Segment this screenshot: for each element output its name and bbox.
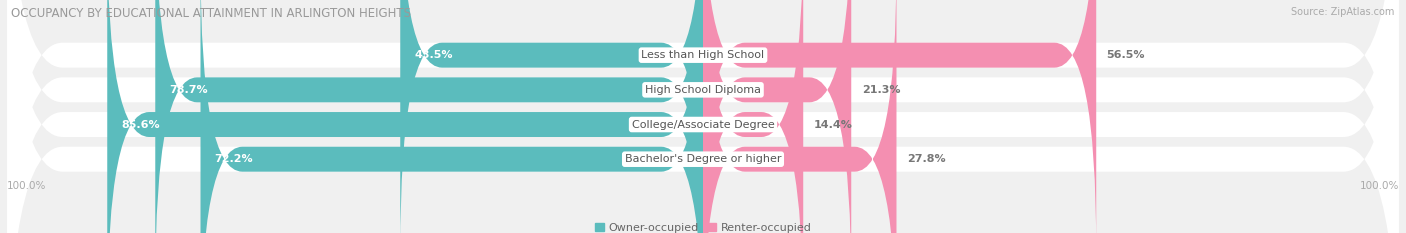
FancyBboxPatch shape: [703, 0, 851, 233]
FancyBboxPatch shape: [7, 0, 1399, 233]
Text: College/Associate Degree: College/Associate Degree: [631, 120, 775, 130]
Legend: Owner-occupied, Renter-occupied: Owner-occupied, Renter-occupied: [595, 223, 811, 233]
Text: High School Diploma: High School Diploma: [645, 85, 761, 95]
FancyBboxPatch shape: [703, 0, 803, 233]
Text: Bachelor's Degree or higher: Bachelor's Degree or higher: [624, 154, 782, 164]
Text: 14.4%: 14.4%: [814, 120, 852, 130]
Text: 78.7%: 78.7%: [169, 85, 208, 95]
FancyBboxPatch shape: [107, 0, 703, 233]
Text: OCCUPANCY BY EDUCATIONAL ATTAINMENT IN ARLINGTON HEIGHTS: OCCUPANCY BY EDUCATIONAL ATTAINMENT IN A…: [11, 7, 411, 20]
Text: 100.0%: 100.0%: [1360, 181, 1399, 191]
Text: 85.6%: 85.6%: [121, 120, 160, 130]
Text: 27.8%: 27.8%: [907, 154, 946, 164]
Text: 100.0%: 100.0%: [7, 181, 46, 191]
Text: Less than High School: Less than High School: [641, 50, 765, 60]
FancyBboxPatch shape: [201, 0, 703, 233]
Text: Source: ZipAtlas.com: Source: ZipAtlas.com: [1291, 7, 1395, 17]
Text: 56.5%: 56.5%: [1107, 50, 1144, 60]
FancyBboxPatch shape: [155, 0, 703, 233]
Text: 21.3%: 21.3%: [862, 85, 900, 95]
FancyBboxPatch shape: [7, 0, 1399, 233]
FancyBboxPatch shape: [7, 0, 1399, 233]
FancyBboxPatch shape: [401, 0, 703, 233]
Text: 72.2%: 72.2%: [215, 154, 253, 164]
Text: 43.5%: 43.5%: [415, 50, 453, 60]
FancyBboxPatch shape: [7, 0, 1399, 233]
FancyBboxPatch shape: [703, 0, 897, 233]
FancyBboxPatch shape: [703, 0, 1097, 233]
